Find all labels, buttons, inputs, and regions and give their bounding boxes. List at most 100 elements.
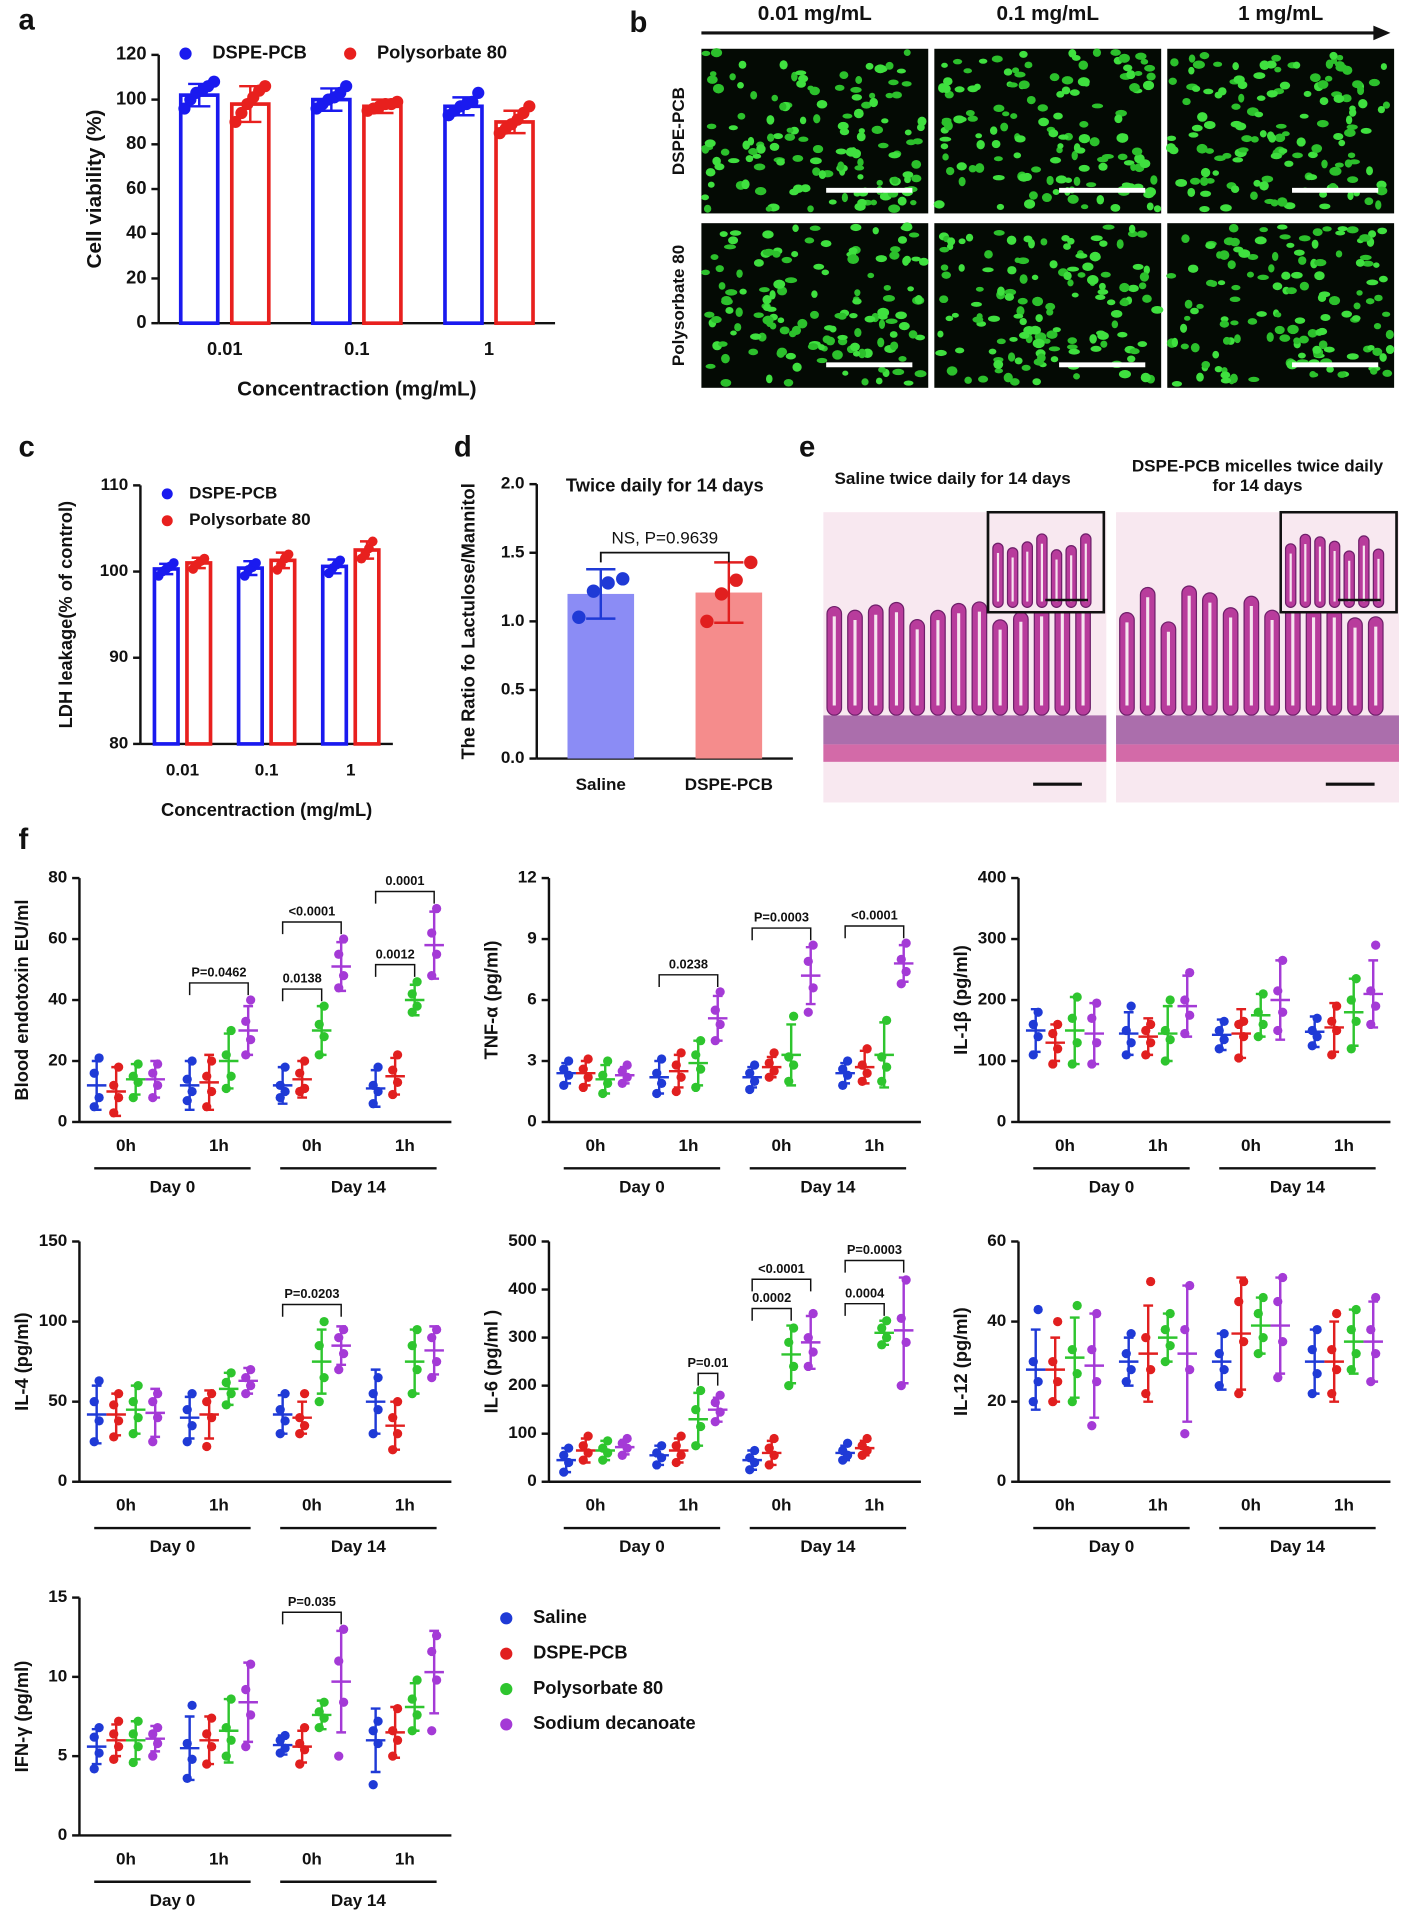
cell xyxy=(1190,342,1200,353)
data-point xyxy=(148,1437,158,1447)
cell xyxy=(718,341,728,347)
y-axis-label: LDH leakage(% of control) xyxy=(55,501,76,729)
cell xyxy=(730,330,737,336)
cell xyxy=(809,225,821,231)
cell xyxy=(1253,179,1261,187)
cell xyxy=(984,250,993,259)
x-tick-label: 0h xyxy=(302,1496,322,1515)
cell xyxy=(1267,131,1275,141)
legend-label: Polysorbate 80 xyxy=(377,41,507,62)
cell xyxy=(951,312,959,318)
bar xyxy=(362,104,403,326)
cell xyxy=(1048,346,1061,352)
cell xyxy=(877,142,889,149)
data-point xyxy=(207,75,221,88)
cell xyxy=(742,140,750,150)
cell xyxy=(1192,60,1205,69)
cell xyxy=(902,171,914,179)
cell xyxy=(1007,82,1018,88)
cell xyxy=(1375,200,1382,210)
cell xyxy=(1010,113,1018,119)
x-tick-label: 1h xyxy=(209,1496,229,1515)
comparison-bracket xyxy=(281,1303,342,1317)
cell xyxy=(1378,275,1388,283)
y-tick-label: 3 xyxy=(527,1051,537,1070)
bar xyxy=(229,102,271,326)
histology xyxy=(1116,510,1399,803)
cell xyxy=(729,230,742,236)
cell xyxy=(1292,61,1301,69)
cell xyxy=(1090,345,1102,352)
cell xyxy=(729,73,736,81)
legend-label: Polysorbate 80 xyxy=(189,510,310,529)
cell xyxy=(1230,185,1240,194)
cell xyxy=(897,196,907,206)
cell xyxy=(837,121,849,131)
cell xyxy=(1035,314,1043,323)
cell xyxy=(791,251,799,258)
cell xyxy=(941,117,952,123)
cell xyxy=(725,306,734,314)
cell xyxy=(1346,353,1359,360)
data-point xyxy=(1273,1373,1283,1383)
row-label: Polysorbate 80 xyxy=(669,245,688,366)
cell xyxy=(958,238,966,245)
cell xyxy=(706,75,718,84)
data-point xyxy=(1371,940,1381,950)
cell xyxy=(1034,333,1045,339)
cell xyxy=(1098,162,1108,171)
comparison-bracket xyxy=(844,1302,885,1316)
cell xyxy=(1170,58,1179,67)
data-point xyxy=(1331,1308,1342,1319)
y-tick-label: 200 xyxy=(508,1375,536,1394)
cell xyxy=(890,341,899,351)
y-tick-label: 15 xyxy=(48,1587,67,1606)
cell xyxy=(1373,262,1380,268)
cell xyxy=(849,312,858,319)
cell xyxy=(1246,271,1254,278)
cell xyxy=(1019,274,1028,284)
legend-label: DSPE-PCB xyxy=(212,41,306,62)
y-axis-label: IL-4 (pg/ml) xyxy=(11,1312,32,1411)
y-tick-label: 0 xyxy=(527,1471,537,1490)
cell xyxy=(1199,205,1210,213)
histology xyxy=(823,510,1107,803)
image-title: Saline twice daily for 14 days xyxy=(835,469,1071,488)
cell xyxy=(1139,159,1151,169)
bar xyxy=(152,567,180,746)
cell xyxy=(1009,336,1018,342)
cell xyxy=(721,353,730,364)
y-tick-label: 80 xyxy=(48,868,67,887)
cell xyxy=(1013,152,1022,159)
cell xyxy=(992,175,1005,181)
cell xyxy=(1214,365,1223,373)
y-tick-label: 300 xyxy=(508,1327,536,1346)
cell xyxy=(965,233,974,242)
x-tick-label: 0h xyxy=(302,1849,322,1868)
cell xyxy=(821,269,830,276)
cell xyxy=(1271,251,1279,261)
cell xyxy=(1003,372,1013,383)
cell xyxy=(842,370,849,376)
cell xyxy=(791,325,802,336)
cell xyxy=(1222,336,1231,345)
cell xyxy=(1201,361,1211,369)
cell xyxy=(816,357,828,364)
cell xyxy=(736,269,743,278)
cell xyxy=(1020,332,1030,339)
cell xyxy=(750,333,762,340)
cell xyxy=(964,376,972,384)
cell xyxy=(935,349,947,357)
x-tick-label: 1h xyxy=(1148,1496,1168,1515)
cell xyxy=(852,298,862,305)
cell xyxy=(914,334,926,341)
data-point xyxy=(601,576,615,590)
cell xyxy=(1347,191,1354,201)
cell xyxy=(854,202,866,211)
cell xyxy=(1318,340,1328,350)
cell xyxy=(1132,263,1144,270)
legend-label: Saline xyxy=(533,1606,587,1627)
cell xyxy=(1066,344,1078,350)
cell xyxy=(1256,95,1266,101)
